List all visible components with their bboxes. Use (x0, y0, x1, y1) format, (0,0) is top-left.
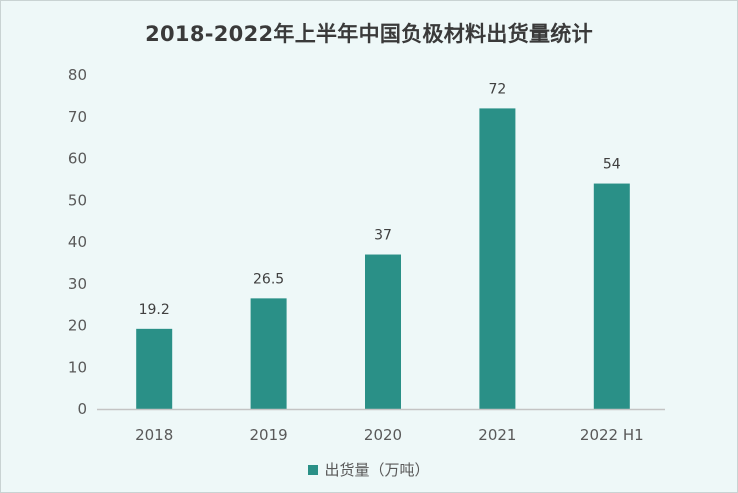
bar (250, 298, 287, 409)
y-tick-label: 50 (68, 191, 87, 209)
y-tick-label: 20 (68, 317, 87, 335)
bar (593, 183, 630, 409)
bar (479, 108, 516, 410)
y-tick-label: 10 (68, 358, 87, 376)
data-label: 54 (603, 157, 621, 173)
data-label: 72 (488, 81, 506, 97)
y-tick-label: 30 (68, 275, 87, 293)
y-tick-label: 70 (68, 108, 87, 126)
data-label: 26.5 (253, 271, 284, 287)
x-tick-label: 2020 (364, 426, 402, 444)
legend-swatch (308, 464, 319, 475)
y-tick-label: 60 (68, 150, 87, 168)
x-tick-label: 2021 (478, 426, 516, 444)
y-tick-label: 80 (68, 66, 87, 84)
x-tick-label: 2018 (135, 426, 173, 444)
data-label: 37 (374, 228, 392, 244)
x-tick-label: 2019 (250, 426, 288, 444)
data-label: 19.2 (139, 302, 170, 318)
y-tick-label: 40 (68, 233, 87, 251)
legend: 出货量（万吨） (0, 459, 738, 480)
chart-title: 2018-2022年上半年中国负极材料出货量统计 (145, 22, 593, 46)
bar (136, 328, 173, 409)
y-tick-label: 0 (77, 400, 87, 418)
bar (365, 254, 401, 409)
legend-label: 出货量（万吨） (324, 461, 430, 479)
x-tick-label: 2022 H1 (580, 426, 644, 444)
